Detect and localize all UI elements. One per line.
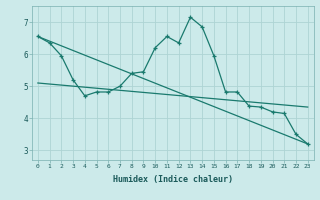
X-axis label: Humidex (Indice chaleur): Humidex (Indice chaleur) [113, 175, 233, 184]
